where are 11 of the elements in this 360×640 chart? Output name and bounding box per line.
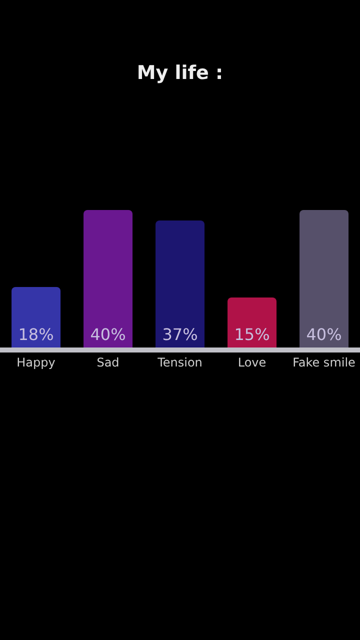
data-label: 18% [18, 325, 54, 344]
data-label: 40% [90, 325, 126, 344]
data-label: 37% [162, 325, 198, 344]
x-tick-label: Sad [96, 356, 120, 370]
chart-title: My life : [136, 62, 224, 84]
x-tick-label: Happy [16, 356, 56, 370]
x-tick-label: Fake smile [292, 356, 356, 370]
x-tick-label: Tension [156, 356, 202, 370]
data-label: 15% [234, 325, 270, 344]
data-label: 40% [306, 325, 342, 344]
x-tick-label: Love [238, 356, 266, 370]
